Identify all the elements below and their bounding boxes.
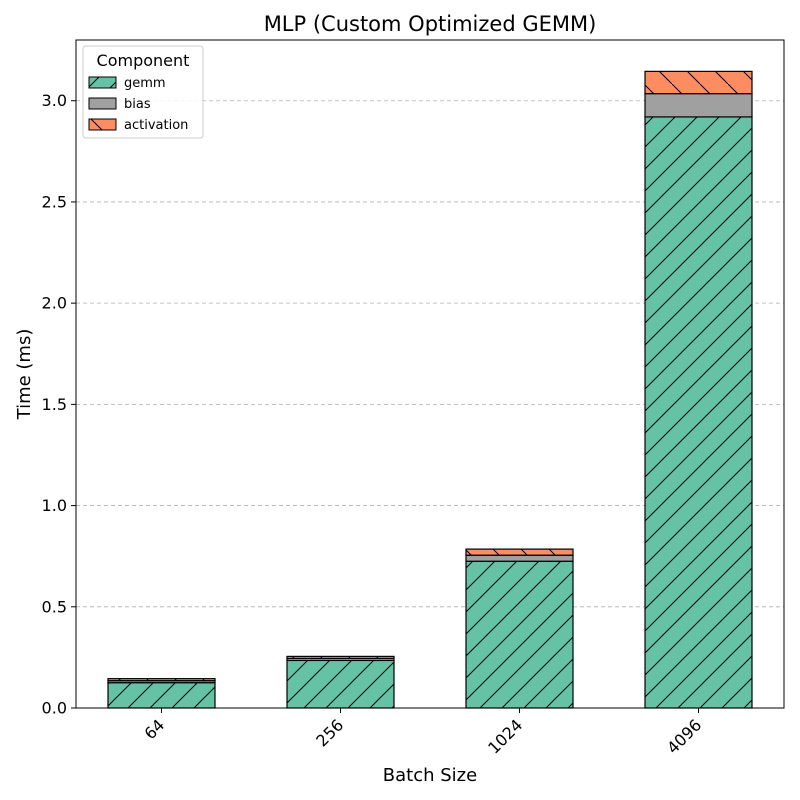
legend-swatch-hatch-activation — [89, 119, 116, 130]
x-tick-label: 64 — [140, 715, 168, 743]
legend-label-bias: bias — [124, 97, 151, 112]
y-axis-label: Time (ms) — [14, 329, 35, 421]
y-tick-label: 0.0 — [42, 699, 67, 718]
plot-frame — [75, 39, 785, 709]
legend-swatch-hatch-gemm — [89, 77, 116, 88]
x-tick-label: 1024 — [484, 715, 526, 757]
bar-outline-activation-256 — [286, 655, 395, 660]
legend-swatch-outline-activation — [88, 118, 117, 131]
y-tick-label: 2.0 — [42, 294, 67, 313]
bar-hatch-activation-256 — [287, 656, 394, 659]
bar-outline-activation-4096 — [644, 70, 753, 95]
bar-outline-activation-64 — [107, 678, 216, 682]
bars — [107, 70, 753, 709]
legend-title: Component — [97, 51, 190, 70]
bar-hatch-gemm-1024 — [466, 561, 573, 708]
legend-swatch-outline-bias — [88, 97, 117, 110]
x-tick-label: 256 — [312, 715, 347, 750]
y-axis: 0.0 0.5 1.0 1.5 2.0 2.5 3.0 — [42, 91, 76, 718]
bar-bias-1024 — [466, 555, 573, 562]
bar-hatch-gemm-256 — [287, 660, 394, 708]
bar-hatch-gemm-64 — [108, 682, 215, 708]
bar-hatch-activation-4096 — [645, 71, 752, 94]
y-tick-label: 2.5 — [42, 192, 67, 211]
legend-box — [82, 45, 204, 139]
y-tick-label: 1.0 — [42, 496, 67, 515]
legend-label-activation: activation — [124, 118, 188, 133]
y-tick-label: 1.5 — [42, 395, 67, 414]
chart-title: MLP (Custom Optimized GEMM) — [264, 12, 597, 36]
bar-hatch-activation-1024 — [466, 549, 573, 556]
x-tick-label: 4096 — [663, 715, 705, 757]
bar-bias-256 — [287, 658, 394, 661]
bar-hatch-activation-64 — [108, 678, 215, 681]
legend-swatch-outline-gemm — [88, 76, 117, 89]
x-axis-label: Batch Size — [383, 765, 477, 786]
bar-bias-4096 — [645, 93, 752, 117]
legend-label-gemm: gemm — [124, 76, 166, 91]
y-tick-label: 3.0 — [42, 91, 67, 110]
legend-swatch-bias — [89, 98, 116, 109]
legend: Component gemm bias activation — [82, 45, 204, 139]
x-axis: 64 256 1024 4096 — [140, 708, 705, 758]
bar-outline-activation-1024 — [465, 548, 574, 556]
y-tick-label: 0.5 — [42, 597, 67, 616]
bar-hatch-gemm-4096 — [645, 116, 752, 709]
bar-bias-64 — [108, 680, 215, 683]
